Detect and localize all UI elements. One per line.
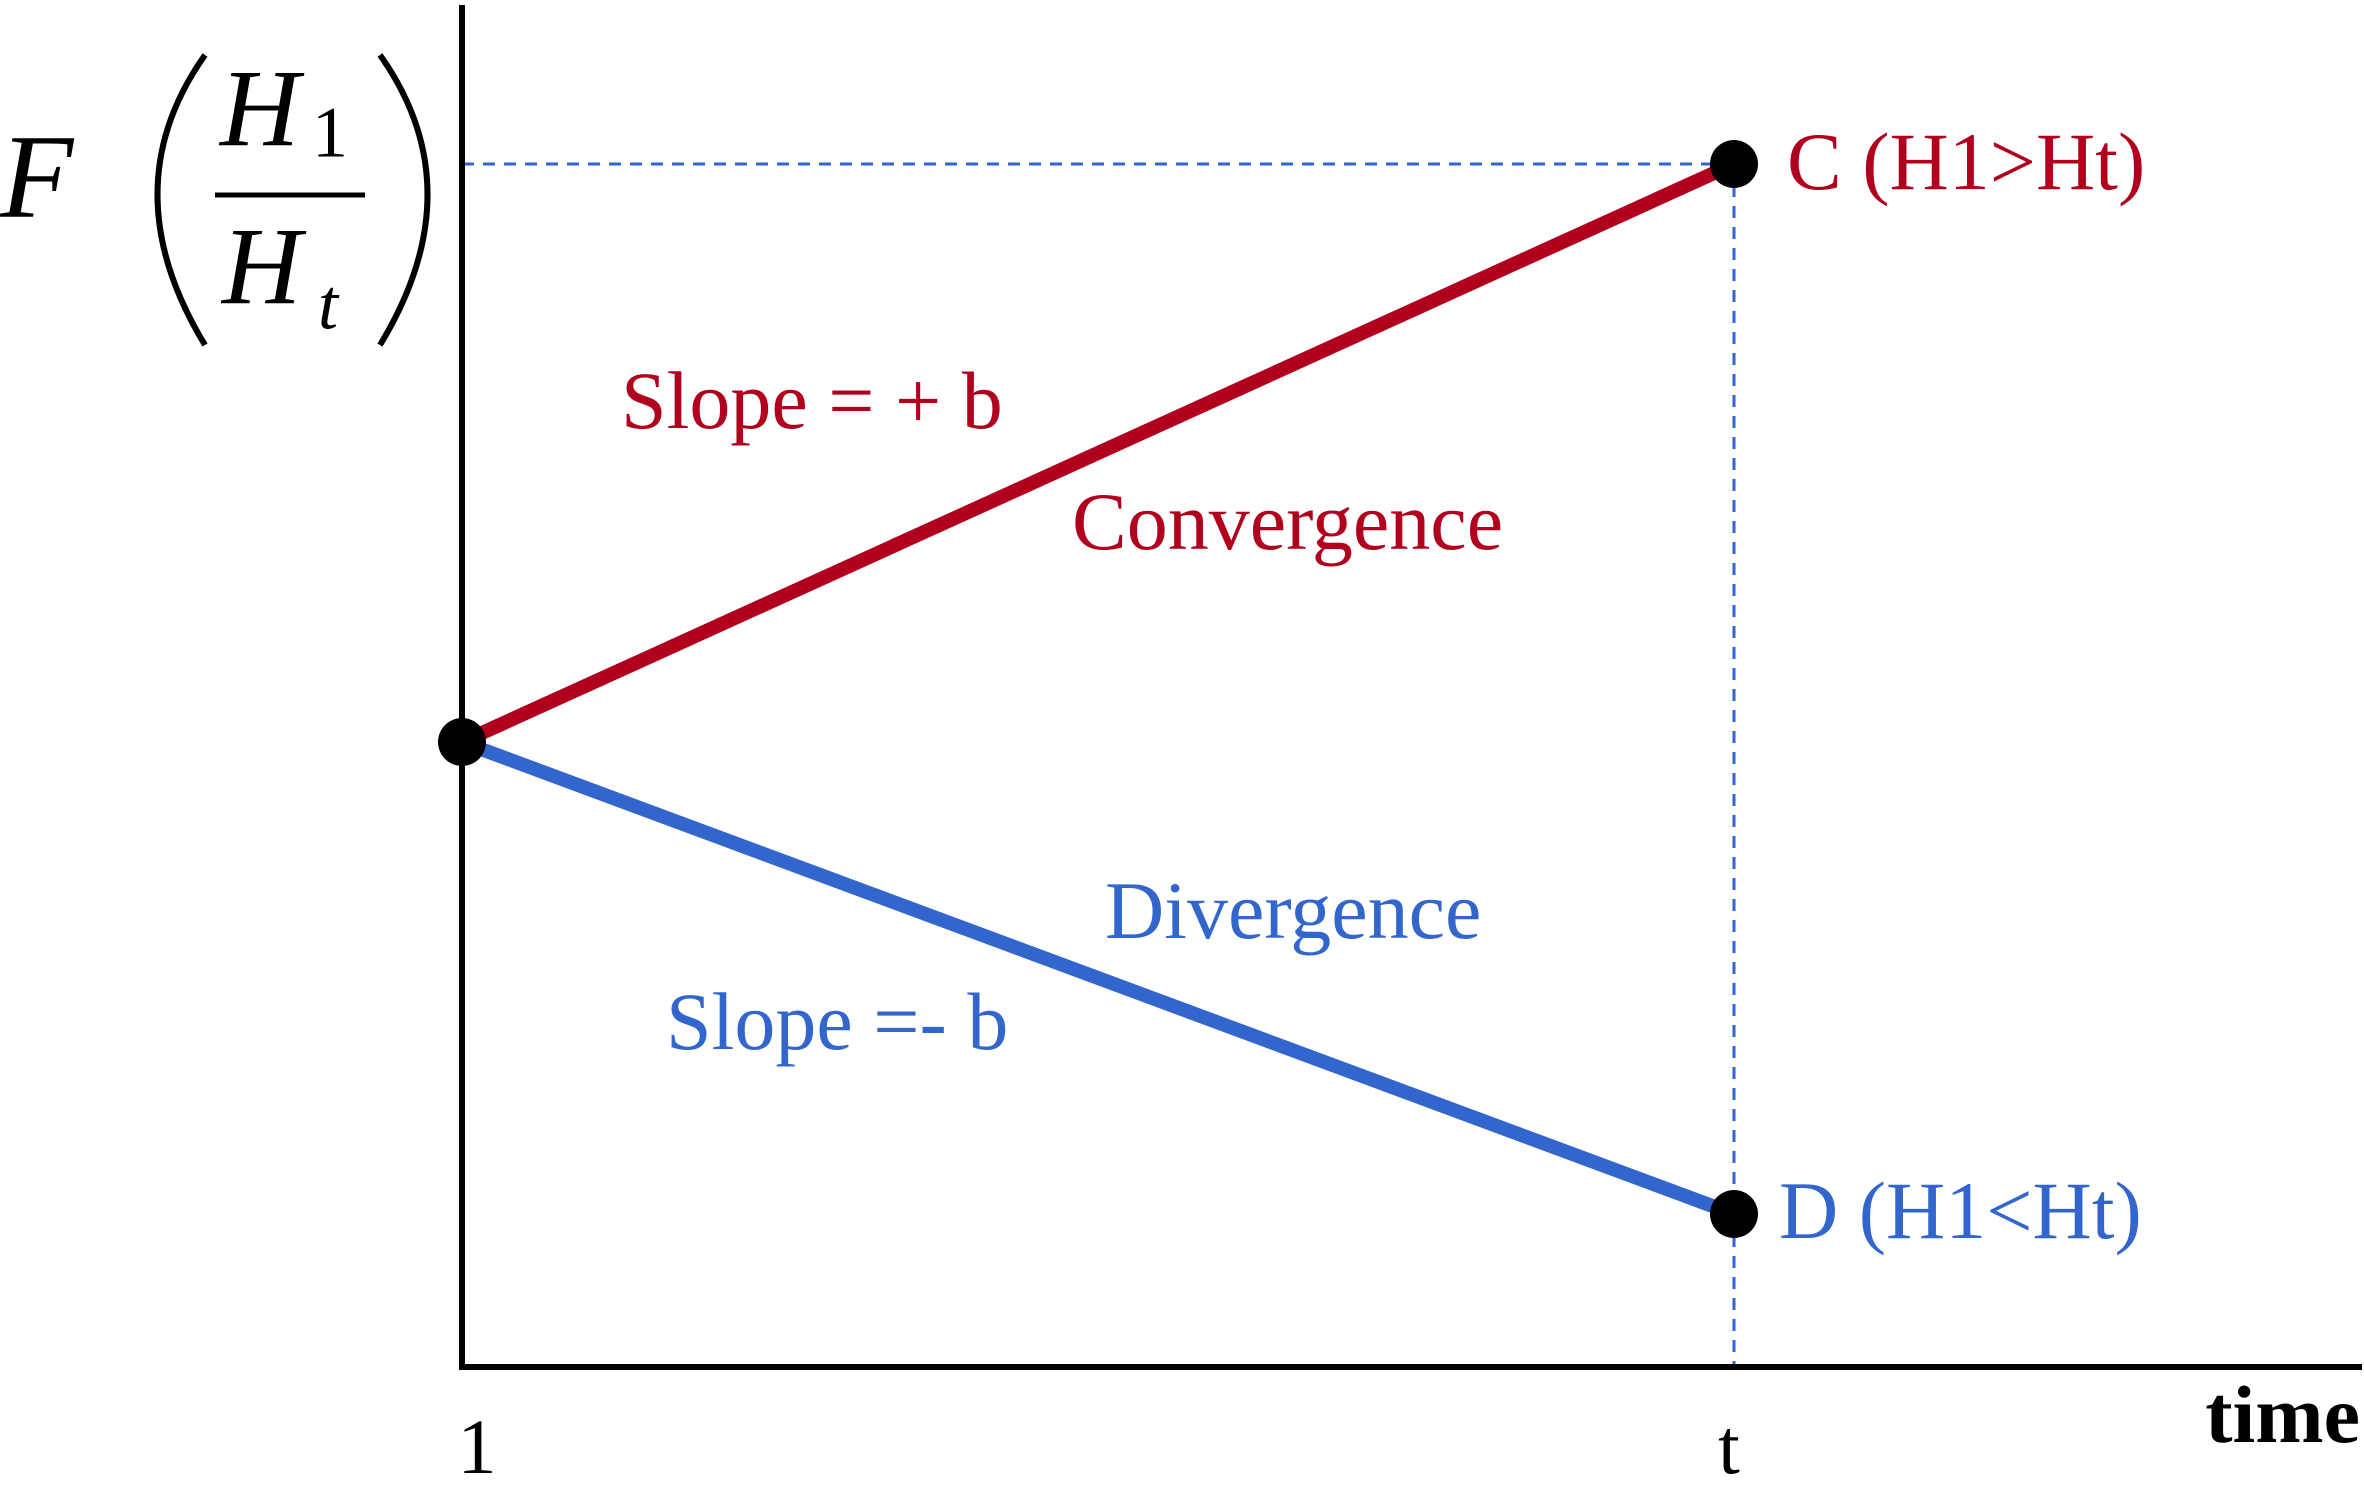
start-point	[438, 718, 486, 766]
x-tick-label: 1	[458, 1403, 497, 1490]
x-axis-label: time	[2205, 1369, 2360, 1460]
convergence-line	[459, 157, 1737, 749]
paren-left	[154, 53, 208, 347]
x-tick-label: t	[1718, 1403, 1740, 1490]
point-d	[1710, 1190, 1758, 1238]
line-name: Convergence	[1072, 476, 1503, 567]
slope-label: Slope = + b	[621, 355, 1003, 446]
end-label: C (H1>Ht)	[1787, 116, 2145, 207]
numerator: H	[218, 47, 305, 169]
divergence-line	[459, 735, 1737, 1221]
slope-label: Slope =- b	[666, 976, 1008, 1067]
end-label: D (H1<Ht)	[1779, 1165, 2142, 1256]
denominator: H	[220, 205, 307, 327]
paren-right	[377, 53, 431, 347]
numerator-sub: 1	[312, 93, 348, 173]
point-c	[1710, 140, 1758, 188]
line-name: Divergence	[1105, 865, 1481, 956]
denominator-sub: t	[318, 265, 340, 345]
y-label-function: F	[0, 110, 75, 243]
